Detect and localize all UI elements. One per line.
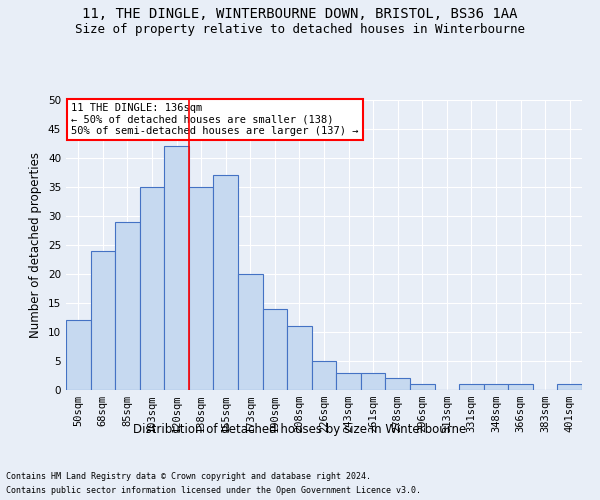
Bar [287, 326, 312, 390]
Text: 11 THE DINGLE: 136sqm
← 50% of detached houses are smaller (138)
50% of semi-det: 11 THE DINGLE: 136sqm ← 50% of detached … [71, 103, 359, 136]
Bar [312, 361, 336, 390]
Bar [214, 176, 238, 390]
Bar [557, 384, 582, 390]
Bar [410, 384, 434, 390]
Y-axis label: Number of detached properties: Number of detached properties [29, 152, 43, 338]
Bar [66, 320, 91, 390]
Bar [140, 187, 164, 390]
Text: Distribution of detached houses by size in Winterbourne: Distribution of detached houses by size … [133, 422, 467, 436]
Text: Contains public sector information licensed under the Open Government Licence v3: Contains public sector information licen… [6, 486, 421, 495]
Bar [385, 378, 410, 390]
Bar [91, 251, 115, 390]
Bar [361, 372, 385, 390]
Bar [263, 309, 287, 390]
Bar [164, 146, 189, 390]
Bar [238, 274, 263, 390]
Bar [189, 187, 214, 390]
Text: Contains HM Land Registry data © Crown copyright and database right 2024.: Contains HM Land Registry data © Crown c… [6, 472, 371, 481]
Bar [115, 222, 140, 390]
Bar [508, 384, 533, 390]
Text: Size of property relative to detached houses in Winterbourne: Size of property relative to detached ho… [75, 22, 525, 36]
Text: 11, THE DINGLE, WINTERBOURNE DOWN, BRISTOL, BS36 1AA: 11, THE DINGLE, WINTERBOURNE DOWN, BRIST… [82, 8, 518, 22]
Bar [484, 384, 508, 390]
Bar [336, 372, 361, 390]
Bar [459, 384, 484, 390]
